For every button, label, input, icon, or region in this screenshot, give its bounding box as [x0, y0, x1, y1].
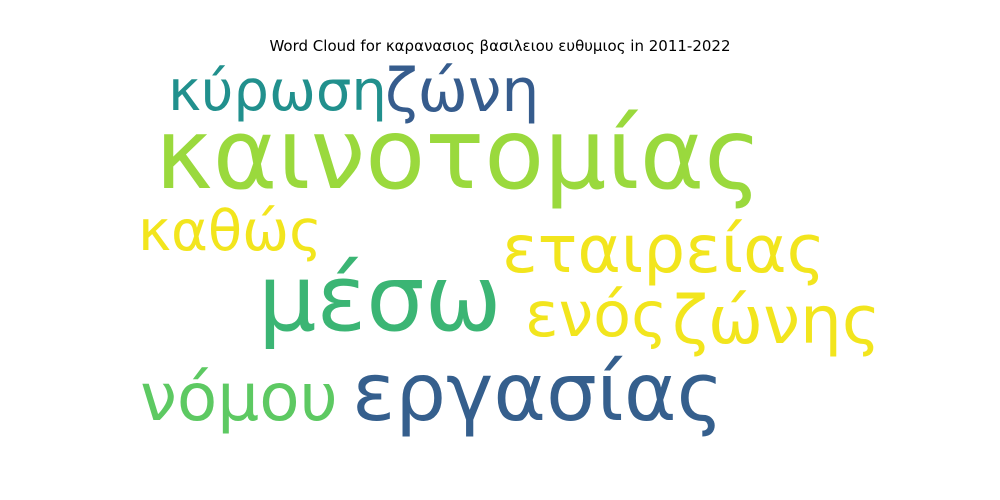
word-cloud-word: εργασίας [352, 346, 724, 439]
word-cloud-word: καινοτομίας [155, 98, 762, 212]
chart-title: Word Cloud for καρανασιος βασιλειου ευθυ… [269, 37, 731, 55]
word-cloud-word: ζώνης [672, 282, 881, 359]
word-cloud-word: ενός [525, 278, 667, 351]
word-cloud-word: κύρωση [168, 59, 387, 124]
word-cloud-word: καθώς [138, 199, 322, 264]
word-cloud-word: ζώνη [385, 56, 539, 126]
word-cloud-word: νόμου [140, 359, 338, 436]
word-cloud-word: εταιρείας [502, 211, 825, 288]
word-cloud-word: μέσω [258, 245, 502, 352]
